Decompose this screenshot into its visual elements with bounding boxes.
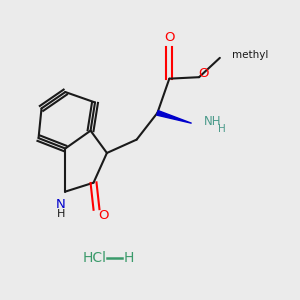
Text: NH: NH (204, 115, 222, 128)
Text: O: O (164, 32, 175, 44)
Text: O: O (98, 209, 108, 223)
Polygon shape (157, 111, 192, 123)
Text: methyl: methyl (232, 50, 269, 61)
Text: H: H (218, 124, 226, 134)
Text: N: N (56, 198, 66, 211)
Text: O: O (198, 67, 209, 80)
Text: HCl: HCl (83, 251, 107, 266)
Text: H: H (124, 251, 134, 266)
Text: H: H (57, 209, 65, 219)
